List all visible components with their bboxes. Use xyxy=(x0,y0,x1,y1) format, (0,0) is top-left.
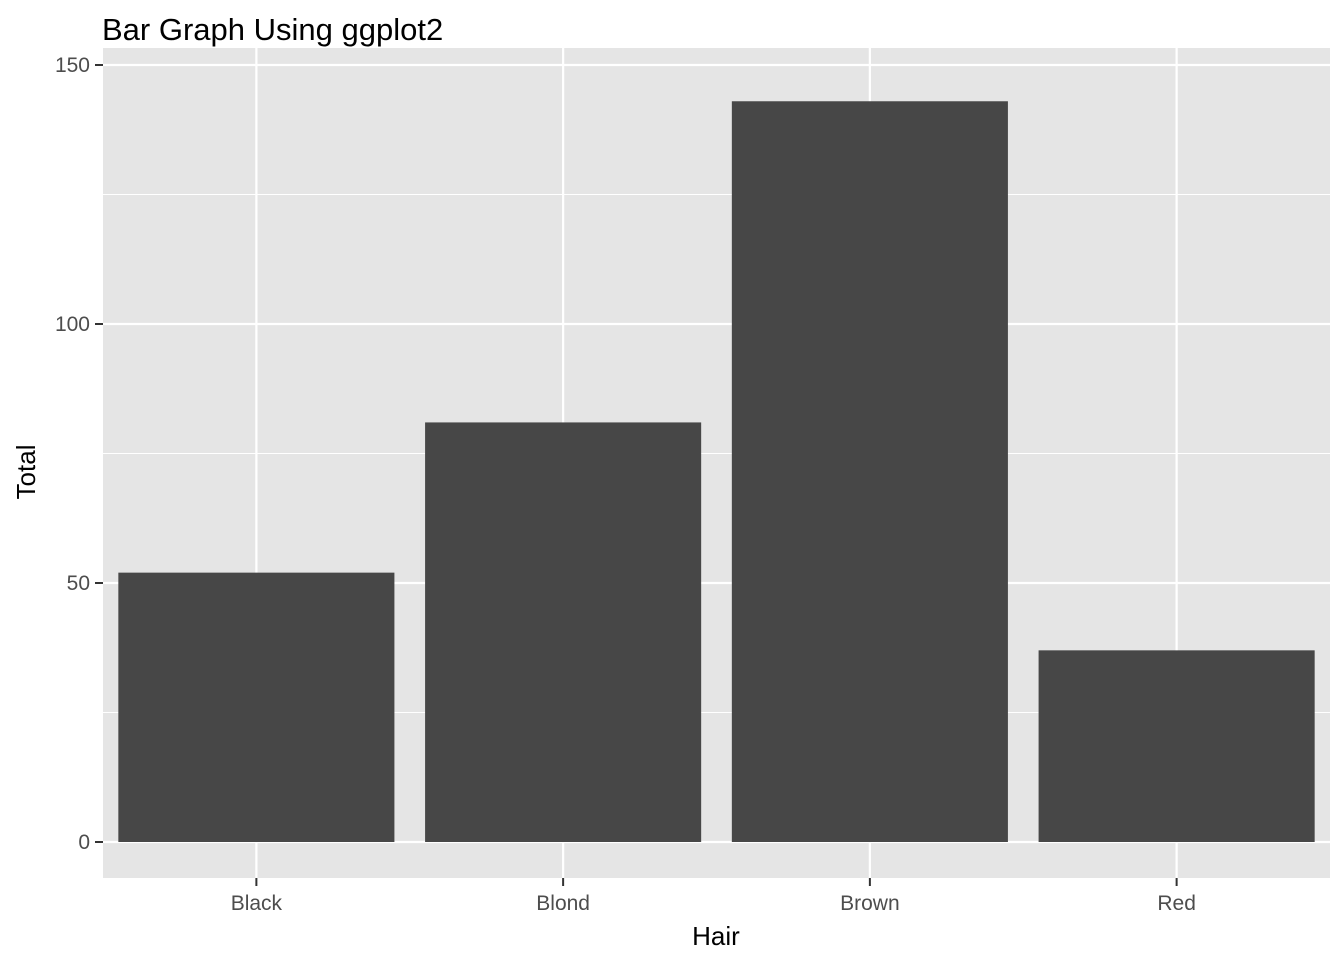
y-tick-label: 100 xyxy=(55,313,90,336)
x-axis: Black Blond Brown Red xyxy=(231,878,1196,915)
bar-blond xyxy=(425,422,702,842)
chart-title: Bar Graph Using ggplot2 xyxy=(102,12,443,47)
bar-brown xyxy=(731,101,1008,842)
x-tick-label: Brown xyxy=(840,892,900,915)
y-tick-label: 0 xyxy=(78,831,90,854)
x-axis-title: Hair xyxy=(692,921,740,951)
y-tick-label: 150 xyxy=(55,54,90,77)
bars-group xyxy=(118,101,1315,842)
y-axis-title: Total xyxy=(11,445,41,500)
bar-black xyxy=(118,572,395,842)
x-tick-label: Blond xyxy=(536,892,590,915)
x-tick-label: Red xyxy=(1157,892,1196,915)
x-tick-label: Black xyxy=(231,892,283,915)
y-tick-label: 50 xyxy=(67,572,90,595)
y-axis: 0 50 100 150 xyxy=(55,54,103,854)
bar-red xyxy=(1038,650,1315,842)
